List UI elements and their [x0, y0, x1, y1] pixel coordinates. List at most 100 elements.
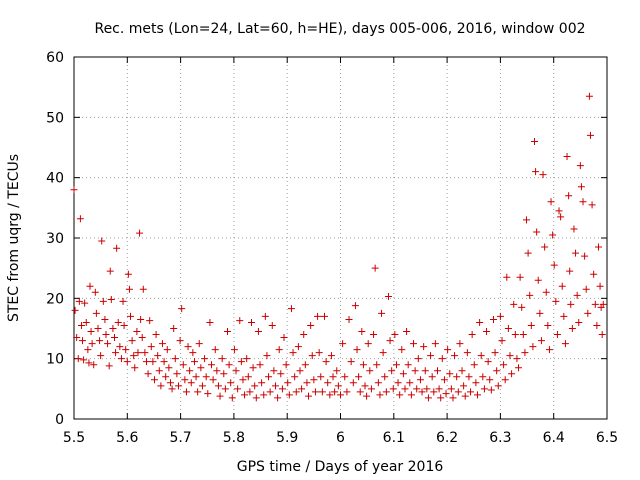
data-point — [101, 315, 109, 323]
data-point — [209, 376, 217, 384]
data-point — [291, 373, 299, 381]
data-point — [458, 367, 466, 375]
data-point — [102, 331, 110, 339]
data-points — [70, 92, 607, 402]
data-point — [527, 321, 535, 329]
data-point — [197, 364, 205, 372]
data-point — [515, 364, 523, 372]
data-point — [536, 309, 544, 317]
data-point — [560, 312, 568, 320]
data-point — [109, 325, 117, 332]
data-point — [430, 388, 438, 396]
data-point — [513, 355, 521, 363]
data-point — [363, 392, 371, 400]
data-point — [403, 328, 411, 336]
data-point — [163, 346, 171, 354]
data-point — [87, 328, 95, 336]
data-point — [237, 358, 245, 366]
data-point — [392, 361, 400, 369]
data-point — [359, 361, 367, 369]
data-point — [171, 355, 179, 363]
data-point — [572, 249, 580, 257]
data-point — [591, 300, 599, 308]
data-point — [331, 388, 339, 396]
data-point — [154, 352, 162, 360]
data-point — [246, 388, 254, 396]
data-point — [104, 340, 112, 348]
data-point — [271, 382, 279, 390]
data-point — [218, 355, 226, 363]
data-point — [76, 215, 84, 223]
data-point — [160, 358, 168, 366]
data-point — [224, 328, 232, 336]
data-point — [326, 391, 334, 399]
data-point — [241, 391, 249, 399]
data-point — [98, 237, 106, 245]
data-point — [70, 186, 78, 194]
data-point — [573, 291, 581, 299]
data-point — [86, 282, 94, 290]
data-point — [489, 315, 497, 323]
data-point — [284, 379, 292, 387]
data-point — [370, 331, 378, 339]
data-point — [75, 297, 83, 305]
data-point — [386, 337, 394, 345]
data-point — [123, 358, 131, 366]
data-point — [307, 321, 315, 329]
data-point — [296, 367, 304, 375]
data-point — [541, 243, 549, 251]
data-point — [252, 394, 260, 402]
data-point — [378, 309, 386, 317]
data-point — [120, 321, 128, 329]
data-point — [366, 367, 374, 375]
data-point — [124, 270, 132, 278]
data-point — [487, 386, 495, 394]
data-point — [501, 376, 509, 384]
data-point — [407, 391, 415, 399]
data-point — [414, 355, 422, 363]
y-tick-label: 60 — [46, 50, 64, 66]
x-tick-label: 6.3 — [489, 430, 511, 446]
data-point — [463, 349, 471, 357]
data-point — [92, 309, 100, 317]
data-point — [133, 328, 141, 336]
data-point — [388, 367, 396, 375]
data-point — [364, 340, 372, 348]
data-point — [355, 373, 363, 381]
x-axis-label: GPS time / Days of year 2016 — [237, 459, 444, 475]
data-point — [524, 249, 532, 257]
data-point — [173, 370, 181, 378]
data-point — [254, 328, 262, 336]
data-point — [230, 346, 238, 354]
data-point — [575, 318, 583, 326]
data-point — [106, 267, 114, 275]
data-point — [134, 349, 142, 357]
data-point — [146, 317, 154, 325]
data-point — [547, 198, 555, 206]
data-point — [579, 198, 587, 206]
data-point — [138, 334, 146, 342]
data-point — [506, 352, 514, 360]
x-tick-label: 5.8 — [223, 430, 245, 446]
x-tick-label: 6.1 — [383, 430, 405, 446]
data-point — [349, 379, 357, 387]
x-tick-label: 6 — [336, 430, 345, 446]
data-point — [168, 385, 176, 393]
data-point — [310, 376, 318, 384]
data-point — [358, 328, 366, 336]
data-point — [494, 382, 502, 390]
data-point — [71, 306, 79, 314]
data-point — [111, 334, 119, 342]
data-point — [382, 388, 390, 396]
data-point — [421, 367, 429, 375]
data-point — [179, 361, 187, 369]
data-point — [510, 300, 518, 308]
data-point — [194, 388, 202, 396]
data-point — [190, 358, 198, 366]
data-point — [317, 373, 325, 381]
data-point — [174, 382, 182, 390]
data-point — [553, 331, 561, 339]
data-point — [244, 373, 252, 381]
data-point — [239, 376, 247, 384]
y-axis-label: STEC from uqrg / TECUs — [6, 154, 22, 322]
